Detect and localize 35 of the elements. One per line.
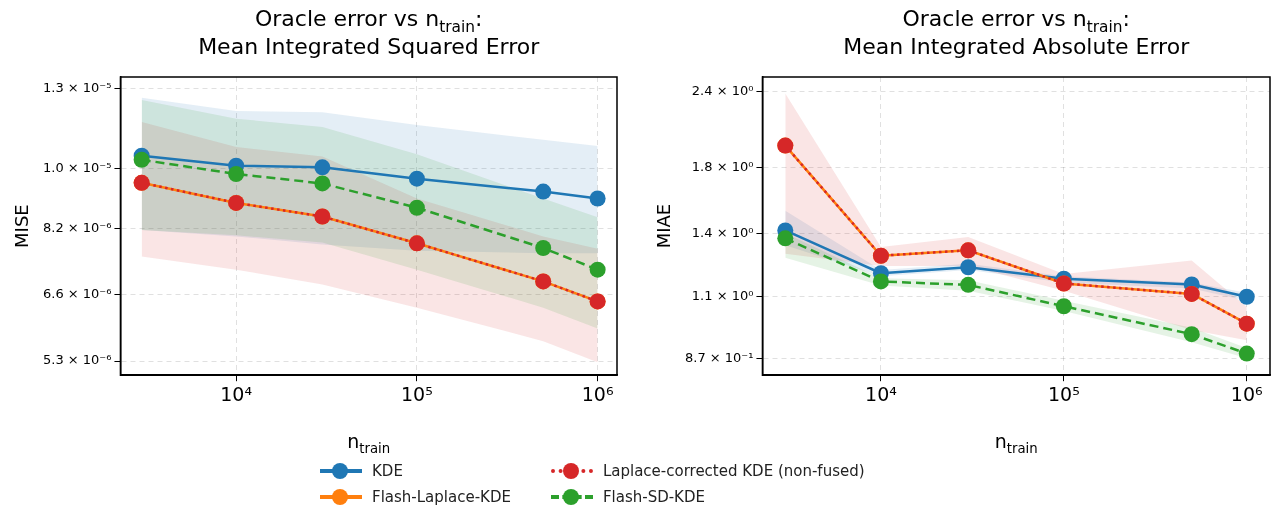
- point: [1238, 288, 1255, 305]
- y-tick-label: 1.4 × 10⁰: [691, 224, 754, 240]
- y-tick-label: 8.2 × 10⁻⁶: [42, 219, 112, 235]
- point: [960, 276, 977, 293]
- y-tick-label: 8.7 × 10⁻¹: [684, 349, 754, 365]
- point: [408, 199, 425, 216]
- point: [314, 159, 331, 176]
- legend-label: Flash-SD-KDE: [602, 488, 705, 506]
- y-tick-label: 5.3 × 10⁻⁶: [42, 352, 112, 368]
- point: [1238, 345, 1255, 362]
- point: [589, 261, 606, 278]
- point: [133, 151, 150, 168]
- x-tick-label: 10⁴: [220, 382, 253, 405]
- legend-label: Flash-Laplace-KDE: [372, 488, 511, 506]
- point: [960, 259, 977, 276]
- y-tick-label: 1.1 × 10⁰: [691, 288, 754, 304]
- point: [314, 175, 331, 192]
- y-axis-title: MIAE: [653, 203, 674, 249]
- point: [589, 190, 606, 207]
- x-tick-label: 10⁶: [581, 382, 614, 405]
- point: [1055, 298, 1072, 315]
- y-axis-title: MISE: [11, 204, 32, 248]
- x-tick-label: 10⁴: [865, 382, 898, 405]
- legend-label: Laplace-corrected KDE (non-fused): [602, 462, 865, 480]
- y-tick-label: 1.8 × 10⁰: [691, 158, 754, 174]
- y-tick-label: 1.0 × 10⁻⁵: [42, 159, 112, 175]
- y-tick-label: 6.6 × 10⁻⁶: [42, 285, 112, 301]
- x-tick-label: 10⁶: [1230, 382, 1263, 405]
- y-tick-label: 1.3 × 10⁻⁵: [42, 79, 112, 95]
- legend-label: KDE: [372, 462, 403, 480]
- x-tick-label: 10⁵: [400, 382, 433, 405]
- point: [777, 230, 794, 247]
- y-tick-label: 2.4 × 10⁰: [691, 83, 754, 99]
- x-tick-label: 10⁵: [1047, 382, 1080, 405]
- point: [408, 170, 425, 187]
